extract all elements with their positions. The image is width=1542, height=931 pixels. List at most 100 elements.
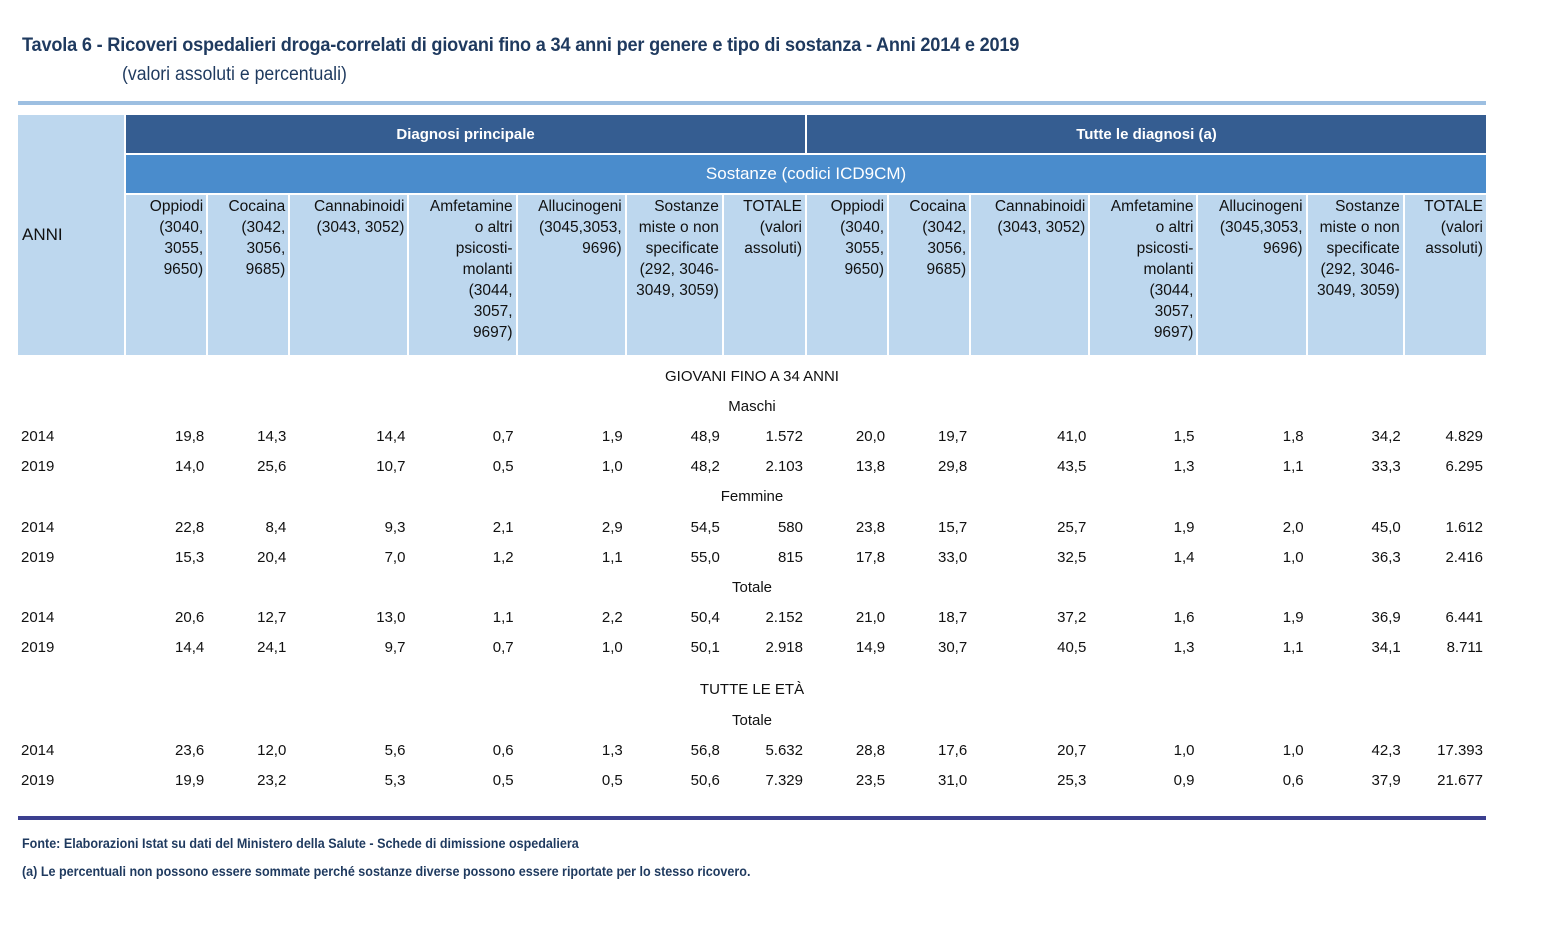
column-header: TOTALE (valori assoluti) [722, 194, 808, 355]
value-cell: 6.441 [1445, 609, 1483, 627]
year-cell: 2019 [21, 548, 55, 566]
column-header: Cocaina (3042, 3056, 9685) [888, 194, 972, 355]
value-cell: 20,4 [257, 548, 287, 566]
data-table: ANNI Diagnosi principale Tutte le diagno… [18, 115, 1486, 796]
year-cell: 2014 [21, 518, 55, 536]
value-cell: 14,3 [257, 427, 287, 445]
value-cell: 1,3 [1173, 639, 1195, 657]
value-cell: 43,5 [1057, 458, 1087, 476]
value-cell: 54,5 [690, 518, 720, 536]
value-cell: 0,9 [1173, 772, 1195, 790]
value-cell: 5.632 [765, 741, 803, 759]
value-cell: 32,5 [1057, 548, 1087, 566]
table-title: Tavola 6 - Ricoveri ospedalieri droga-co… [22, 34, 1020, 56]
value-cell: 1.572 [765, 427, 803, 445]
table-row: 2014 20,6 12,7 13,0 1,1 2,2 50,4 2.152 21,0 18,7 3… [18, 603, 1486, 633]
value-cell: 0,5 [601, 772, 623, 790]
value-cell: 4.829 [1445, 427, 1483, 445]
group-row: Totale [18, 705, 1486, 735]
value-cell: 37,9 [1371, 772, 1401, 790]
year-cell: 2019 [21, 458, 55, 476]
value-cell: 0,5 [492, 458, 514, 476]
column-header: TOTALE (valori assoluti) [1403, 194, 1486, 355]
value-cell: 1,0 [1282, 548, 1304, 566]
value-cell: 48,9 [690, 427, 720, 445]
value-cell: 50,4 [690, 609, 720, 627]
value-cell: 19,8 [175, 427, 205, 445]
value-cell: 8,4 [265, 518, 287, 536]
column-header: Allucinogeni (3045,3053, 9696) [1197, 194, 1308, 355]
value-cell: 30,7 [937, 639, 968, 657]
value-cell: 25,6 [257, 458, 287, 476]
table-row: 2019 14,0 25,6 10,7 0,5 1,0 48,2 2.103 13,8 29,8 4… [18, 452, 1486, 482]
bottom-rule [18, 816, 1486, 820]
value-cell: 13,8 [855, 458, 886, 476]
value-cell: 5,6 [384, 741, 406, 759]
value-cell: 1,1 [601, 548, 623, 566]
value-cell: 14,0 [175, 458, 205, 476]
top-rule [18, 101, 1486, 105]
value-cell: 0,6 [492, 741, 514, 759]
value-cell: 12,0 [257, 741, 287, 759]
value-cell: 1,6 [1173, 609, 1195, 627]
year-cell: 2019 [21, 772, 55, 790]
value-cell: 19,7 [937, 427, 968, 445]
value-cell: 25,3 [1057, 772, 1087, 790]
column-header: Sostanze miste o non specificate (292, 3… [625, 194, 724, 355]
value-cell: 1,9 [601, 427, 623, 445]
value-cell: 45,0 [1371, 518, 1401, 536]
header-sostanze: Sostanze (codici ICD9CM) [125, 154, 1486, 195]
value-cell: 2.918 [765, 639, 803, 657]
value-cell: 1,3 [1173, 458, 1195, 476]
value-cell: 33,3 [1371, 458, 1401, 476]
section-label: GIOVANI FINO A 34 ANNI [665, 367, 839, 385]
value-cell: 28,8 [855, 741, 886, 759]
value-cell: 25,7 [1057, 518, 1087, 536]
column-header: Cannabinoidi (3043, 3052) [970, 194, 1091, 355]
value-cell: 20,6 [175, 609, 205, 627]
value-cell: 23,5 [855, 772, 886, 790]
value-cell: 1,9 [1173, 518, 1195, 536]
value-cell: 1,0 [601, 639, 623, 657]
group-row: Femmine [18, 482, 1486, 512]
value-cell: 23,2 [257, 772, 287, 790]
value-cell: 17,6 [937, 741, 968, 759]
value-cell: 48,2 [690, 458, 720, 476]
value-cell: 1,8 [1282, 427, 1304, 445]
header-diagnosi-principale: Diagnosi principale [125, 115, 807, 155]
value-cell: 0,5 [492, 772, 514, 790]
value-cell: 1,1 [1282, 458, 1304, 476]
column-header-row: Oppiodi (3040, 3055, 9650) Cocaina (3042,… [18, 194, 1486, 355]
value-cell: 17.393 [1437, 741, 1483, 759]
header-anni: ANNI [18, 115, 127, 355]
value-cell: 36,3 [1371, 548, 1401, 566]
header-tutte-le-diagnosi: Tutte le diagnosi (a) [806, 115, 1486, 155]
value-cell: 56,8 [690, 741, 720, 759]
value-cell: 1,2 [492, 548, 514, 566]
value-cell: 7,0 [384, 548, 406, 566]
value-cell: 5,3 [384, 772, 406, 790]
value-cell: 1.612 [1445, 518, 1483, 536]
value-cell: 19,9 [175, 772, 205, 790]
column-header: Cocaina (3042, 3056, 9685) [207, 194, 291, 355]
value-cell: 41,0 [1057, 427, 1087, 445]
group-label: Maschi [728, 397, 776, 415]
section-label: TUTTE LE ETÀ [699, 681, 805, 699]
value-cell: 21,0 [855, 609, 886, 627]
value-cell: 14,9 [855, 639, 886, 657]
value-cell: 14,4 [175, 639, 205, 657]
table-row: 2019 19,9 23,2 5,3 0,5 0,5 50,6 7.329 23,5 31,0 25… [18, 765, 1486, 795]
year-cell: 2014 [21, 741, 55, 759]
value-cell: 2,0 [1282, 518, 1304, 536]
table-row: 2014 23,6 12,0 5,6 0,6 1,3 56,8 5.632 28,8 17,6 20… [18, 735, 1486, 765]
source-note: Fonte: Elaborazioni Istat su dati del Mi… [22, 836, 579, 851]
value-cell: 12,7 [257, 609, 287, 627]
value-cell: 21.677 [1437, 772, 1483, 790]
group-row: Totale [18, 572, 1486, 602]
value-cell: 1,0 [1173, 741, 1195, 759]
value-cell: 0,7 [492, 427, 514, 445]
value-cell: 0,7 [492, 639, 514, 657]
value-cell: 9,7 [384, 639, 406, 657]
value-cell: 10,7 [376, 458, 406, 476]
value-cell: 9,3 [384, 518, 406, 536]
